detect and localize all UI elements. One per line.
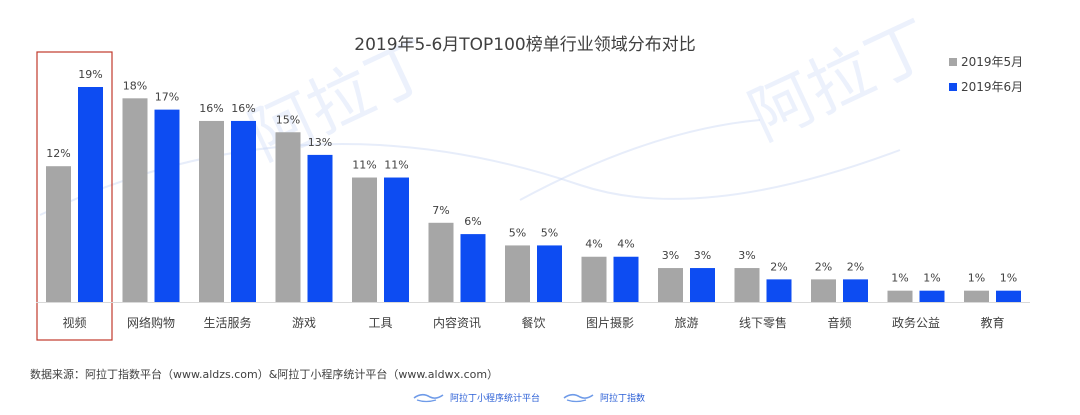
bar-june-6	[537, 245, 562, 302]
data-label-may-8: 3%	[662, 249, 679, 262]
x-tick-label-3: 游戏	[292, 316, 316, 330]
data-label-may-6: 5%	[509, 226, 526, 239]
data-label-may-1: 18%	[123, 79, 147, 92]
bar-chart: 阿拉丁 阿拉丁 2019年5-6月TOP100榜单行业领域分布对比 12%19%1…	[36, 7, 1030, 341]
chart-title: 2019年5-6月TOP100榜单行业领域分布对比	[354, 35, 696, 55]
x-tick-label-5: 内容资讯	[433, 315, 481, 330]
watermark-swoosh	[39, 143, 901, 216]
bar-june-1	[154, 109, 180, 302]
legend-label-june: 2019年6月	[961, 80, 1023, 94]
aldzs-logo: 阿拉丁指数	[562, 390, 645, 404]
data-label-june-3: 13%	[308, 136, 332, 149]
bar-may-0	[46, 166, 71, 302]
x-tick-label-4: 工具	[368, 316, 392, 330]
data-label-june-4: 11%	[384, 159, 408, 172]
data-label-june-8: 3%	[694, 249, 711, 262]
data-label-june-6: 5%	[541, 226, 558, 239]
legend: 2019年5月 2019年6月	[949, 55, 1023, 94]
genie-lamp-icon	[563, 393, 594, 403]
watermark-swoosh	[519, 119, 761, 201]
x-tick-label-0: 视频	[62, 315, 86, 330]
x-tick-label-12: 教育	[980, 315, 1004, 330]
x-tick-label-8: 旅游	[674, 316, 698, 330]
legend-label-may: 2019年5月	[961, 55, 1023, 69]
highlight-box	[36, 51, 113, 341]
bar-june-12	[996, 290, 1021, 302]
x-tick-label-10: 音频	[827, 315, 851, 330]
bar-may-11	[887, 290, 913, 302]
data-label-june-12: 1%	[1000, 272, 1017, 285]
data-source-note: 数据来源：阿拉丁指数平台（www.aldzs.com）&阿拉丁小程序统计平台（w…	[30, 368, 499, 381]
data-label-june-9: 2%	[770, 260, 787, 273]
data-label-june-11: 1%	[923, 272, 940, 285]
bar-june-4	[384, 177, 409, 302]
bar-may-1	[122, 98, 148, 302]
bar-june-10	[843, 279, 868, 302]
x-tick-label-6: 餐饮	[521, 315, 545, 330]
bar-may-3	[275, 132, 301, 302]
data-label-may-7: 4%	[585, 238, 602, 251]
bar-june-9	[766, 279, 792, 302]
logo-text-aldwx: 阿拉丁小程序统计平台	[450, 393, 541, 404]
bar-june-8	[690, 268, 715, 302]
bar-may-4	[352, 177, 377, 302]
legend-swatch-may	[949, 58, 957, 66]
aldwx-logo: 阿拉丁小程序统计平台	[412, 390, 540, 404]
bar-may-7	[581, 256, 607, 302]
footer-logos: 阿拉丁小程序统计平台 阿拉丁指数	[412, 388, 672, 406]
bar-june-3	[307, 154, 333, 302]
data-label-may-2: 16%	[199, 102, 223, 115]
bar-may-2	[199, 120, 224, 303]
x-tick-label-11: 政务公益	[892, 315, 940, 330]
data-label-june-0: 19%	[78, 68, 102, 81]
bar-june-0	[78, 87, 103, 302]
bar-may-8	[658, 268, 683, 302]
data-label-may-12: 1%	[968, 272, 985, 285]
data-label-may-4: 11%	[352, 159, 376, 172]
bar-june-5	[460, 234, 486, 302]
x-tick-label-9: 线下零售	[739, 315, 787, 330]
genie-lamp-icon	[413, 393, 444, 403]
x-tick-label-7: 图片摄影	[586, 315, 634, 330]
bar-june-11	[919, 290, 945, 302]
bar-may-10	[811, 279, 836, 302]
data-label-may-9: 3%	[738, 249, 755, 262]
x-tick-label-2: 生活服务	[203, 315, 251, 330]
data-label-june-5: 6%	[464, 215, 481, 228]
data-label-june-10: 2%	[847, 260, 864, 273]
x-tick-label-1: 网络购物	[127, 315, 175, 330]
bar-june-2	[231, 120, 256, 303]
logo-text-aldzs: 阿拉丁指数	[600, 393, 646, 404]
bar-may-6	[505, 245, 530, 302]
data-label-may-0: 12%	[46, 147, 70, 160]
bar-may-12	[964, 290, 989, 302]
legend-swatch-june	[949, 83, 957, 91]
bar-may-9	[734, 268, 760, 302]
data-label-june-7: 4%	[617, 238, 634, 251]
data-label-june-1: 17%	[155, 91, 179, 104]
bar-june-7	[613, 256, 639, 302]
bar-may-5	[428, 222, 454, 302]
data-label-may-3: 15%	[276, 113, 300, 126]
data-label-may-11: 1%	[891, 272, 908, 285]
watermark-text: 阿拉丁	[738, 7, 943, 155]
data-label-june-2: 16%	[231, 102, 255, 115]
data-label-may-10: 2%	[815, 260, 832, 273]
data-label-may-5: 7%	[432, 204, 449, 217]
